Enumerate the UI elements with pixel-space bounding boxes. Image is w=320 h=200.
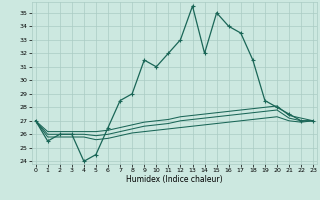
X-axis label: Humidex (Indice chaleur): Humidex (Indice chaleur) bbox=[126, 175, 223, 184]
